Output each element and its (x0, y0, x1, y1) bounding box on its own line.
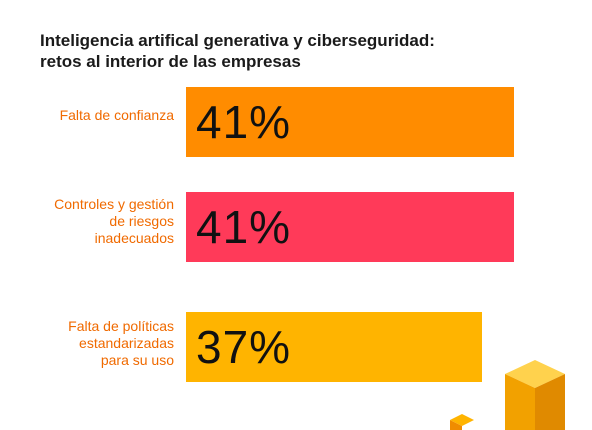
category-label-line: inadecuados (94, 230, 174, 246)
chart-title-line-2: retos al interior de las empresas (40, 52, 301, 71)
category-label: Controles y gestión de riesgos inadecuados (4, 196, 174, 247)
category-label: Falta de confianza (4, 107, 174, 124)
category-label-line: Controles y gestión (54, 196, 174, 212)
bar (186, 87, 514, 157)
chart-title-line-1: Inteligencia artifical generativa y cibe… (40, 31, 435, 50)
category-label-line: Falta de confianza (59, 107, 174, 123)
data-label: 41% (196, 201, 292, 253)
data-label: 41% (196, 96, 292, 148)
category-label: Falta de políticas estandarizadas para su … (4, 318, 174, 369)
category-label-line: para su uso (100, 352, 174, 368)
category-label-line: estandarizadas (79, 335, 174, 351)
bar (186, 312, 482, 382)
chart-title: Inteligencia artifical generativa y cibe… (40, 30, 560, 72)
category-label-line: de riesgos (109, 213, 174, 229)
data-label: 37% (196, 321, 292, 373)
bar (186, 192, 514, 262)
cube-decoration-icon (450, 360, 565, 430)
category-label-line: Falta de políticas (68, 318, 174, 334)
